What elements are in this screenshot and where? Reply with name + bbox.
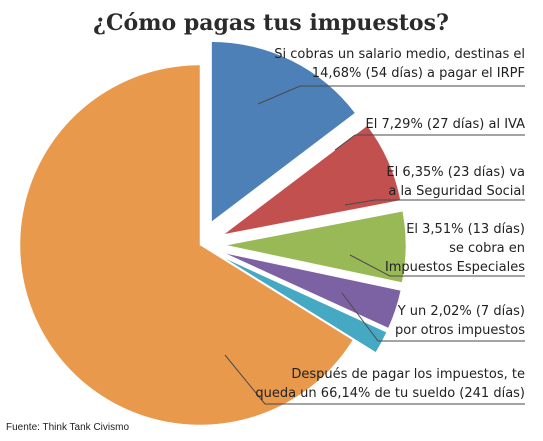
- slice-label-2: El 6,35% (23 días) va a la Seguridad Soci…: [386, 165, 525, 199]
- slice-label-line: El 7,29% (27 días) al IVA: [366, 117, 526, 132]
- slice-label-line: se cobra en: [449, 241, 525, 256]
- source-note: Fuente: Think Tank Civismo: [6, 422, 129, 433]
- slice-labels: Si cobras un salario medio, destinas el 1…: [255, 47, 525, 401]
- leader-line-4: [341, 292, 379, 342]
- slice-label-line: El 3,51% (13 días): [406, 222, 525, 237]
- pie-slices: [19, 41, 407, 426]
- slice-label-line: Y un 2,02% (7 días): [397, 304, 525, 319]
- slice-label-line: Después de pagar los impuestos, te: [291, 367, 525, 382]
- leader-line-5: [224, 354, 266, 405]
- leader-line-1: [334, 134, 356, 151]
- slice-label-line: 14,68% (54 días) a pagar el IRPF: [312, 66, 525, 81]
- slice-label-0: Si cobras un salario medio, destinas el 1…: [274, 47, 525, 81]
- slice-label-line: Si cobras un salario medio, destinas el: [274, 47, 525, 62]
- pie-slice-2: [225, 210, 407, 283]
- slice-label-4: Y un 2,02% (7 días) por otros impuestos: [395, 304, 525, 338]
- leader-line-3: [349, 254, 391, 277]
- slice-label-3: El 3,51% (13 días) se cobra en Impuestos E…: [385, 222, 525, 275]
- leader-line-0: [257, 85, 301, 105]
- leader-lines: [224, 85, 525, 405]
- leader-line-2: [344, 199, 376, 206]
- pie-slice-4: [222, 257, 387, 353]
- slice-label-5: Después de pagar los impuestos, te queda …: [255, 367, 525, 401]
- slice-label-line: El 6,35% (23 días) va: [386, 165, 525, 180]
- slice-label-line: queda un 66,14% de tu sueldo (241 días): [255, 386, 525, 401]
- slice-label-line: a la Seguridad Social: [388, 184, 525, 199]
- slice-label-1: El 7,29% (27 días) al IVA: [366, 117, 526, 132]
- pie-slice-0: [211, 41, 356, 223]
- pie-slice-5: [19, 64, 354, 426]
- pie-slice-3: [224, 252, 402, 329]
- slice-label-line: por otros impuestos: [395, 323, 525, 338]
- chart-title: ¿Cómo pagas tus impuestos?: [93, 10, 449, 36]
- slice-label-line: Impuestos Especiales: [385, 260, 525, 275]
